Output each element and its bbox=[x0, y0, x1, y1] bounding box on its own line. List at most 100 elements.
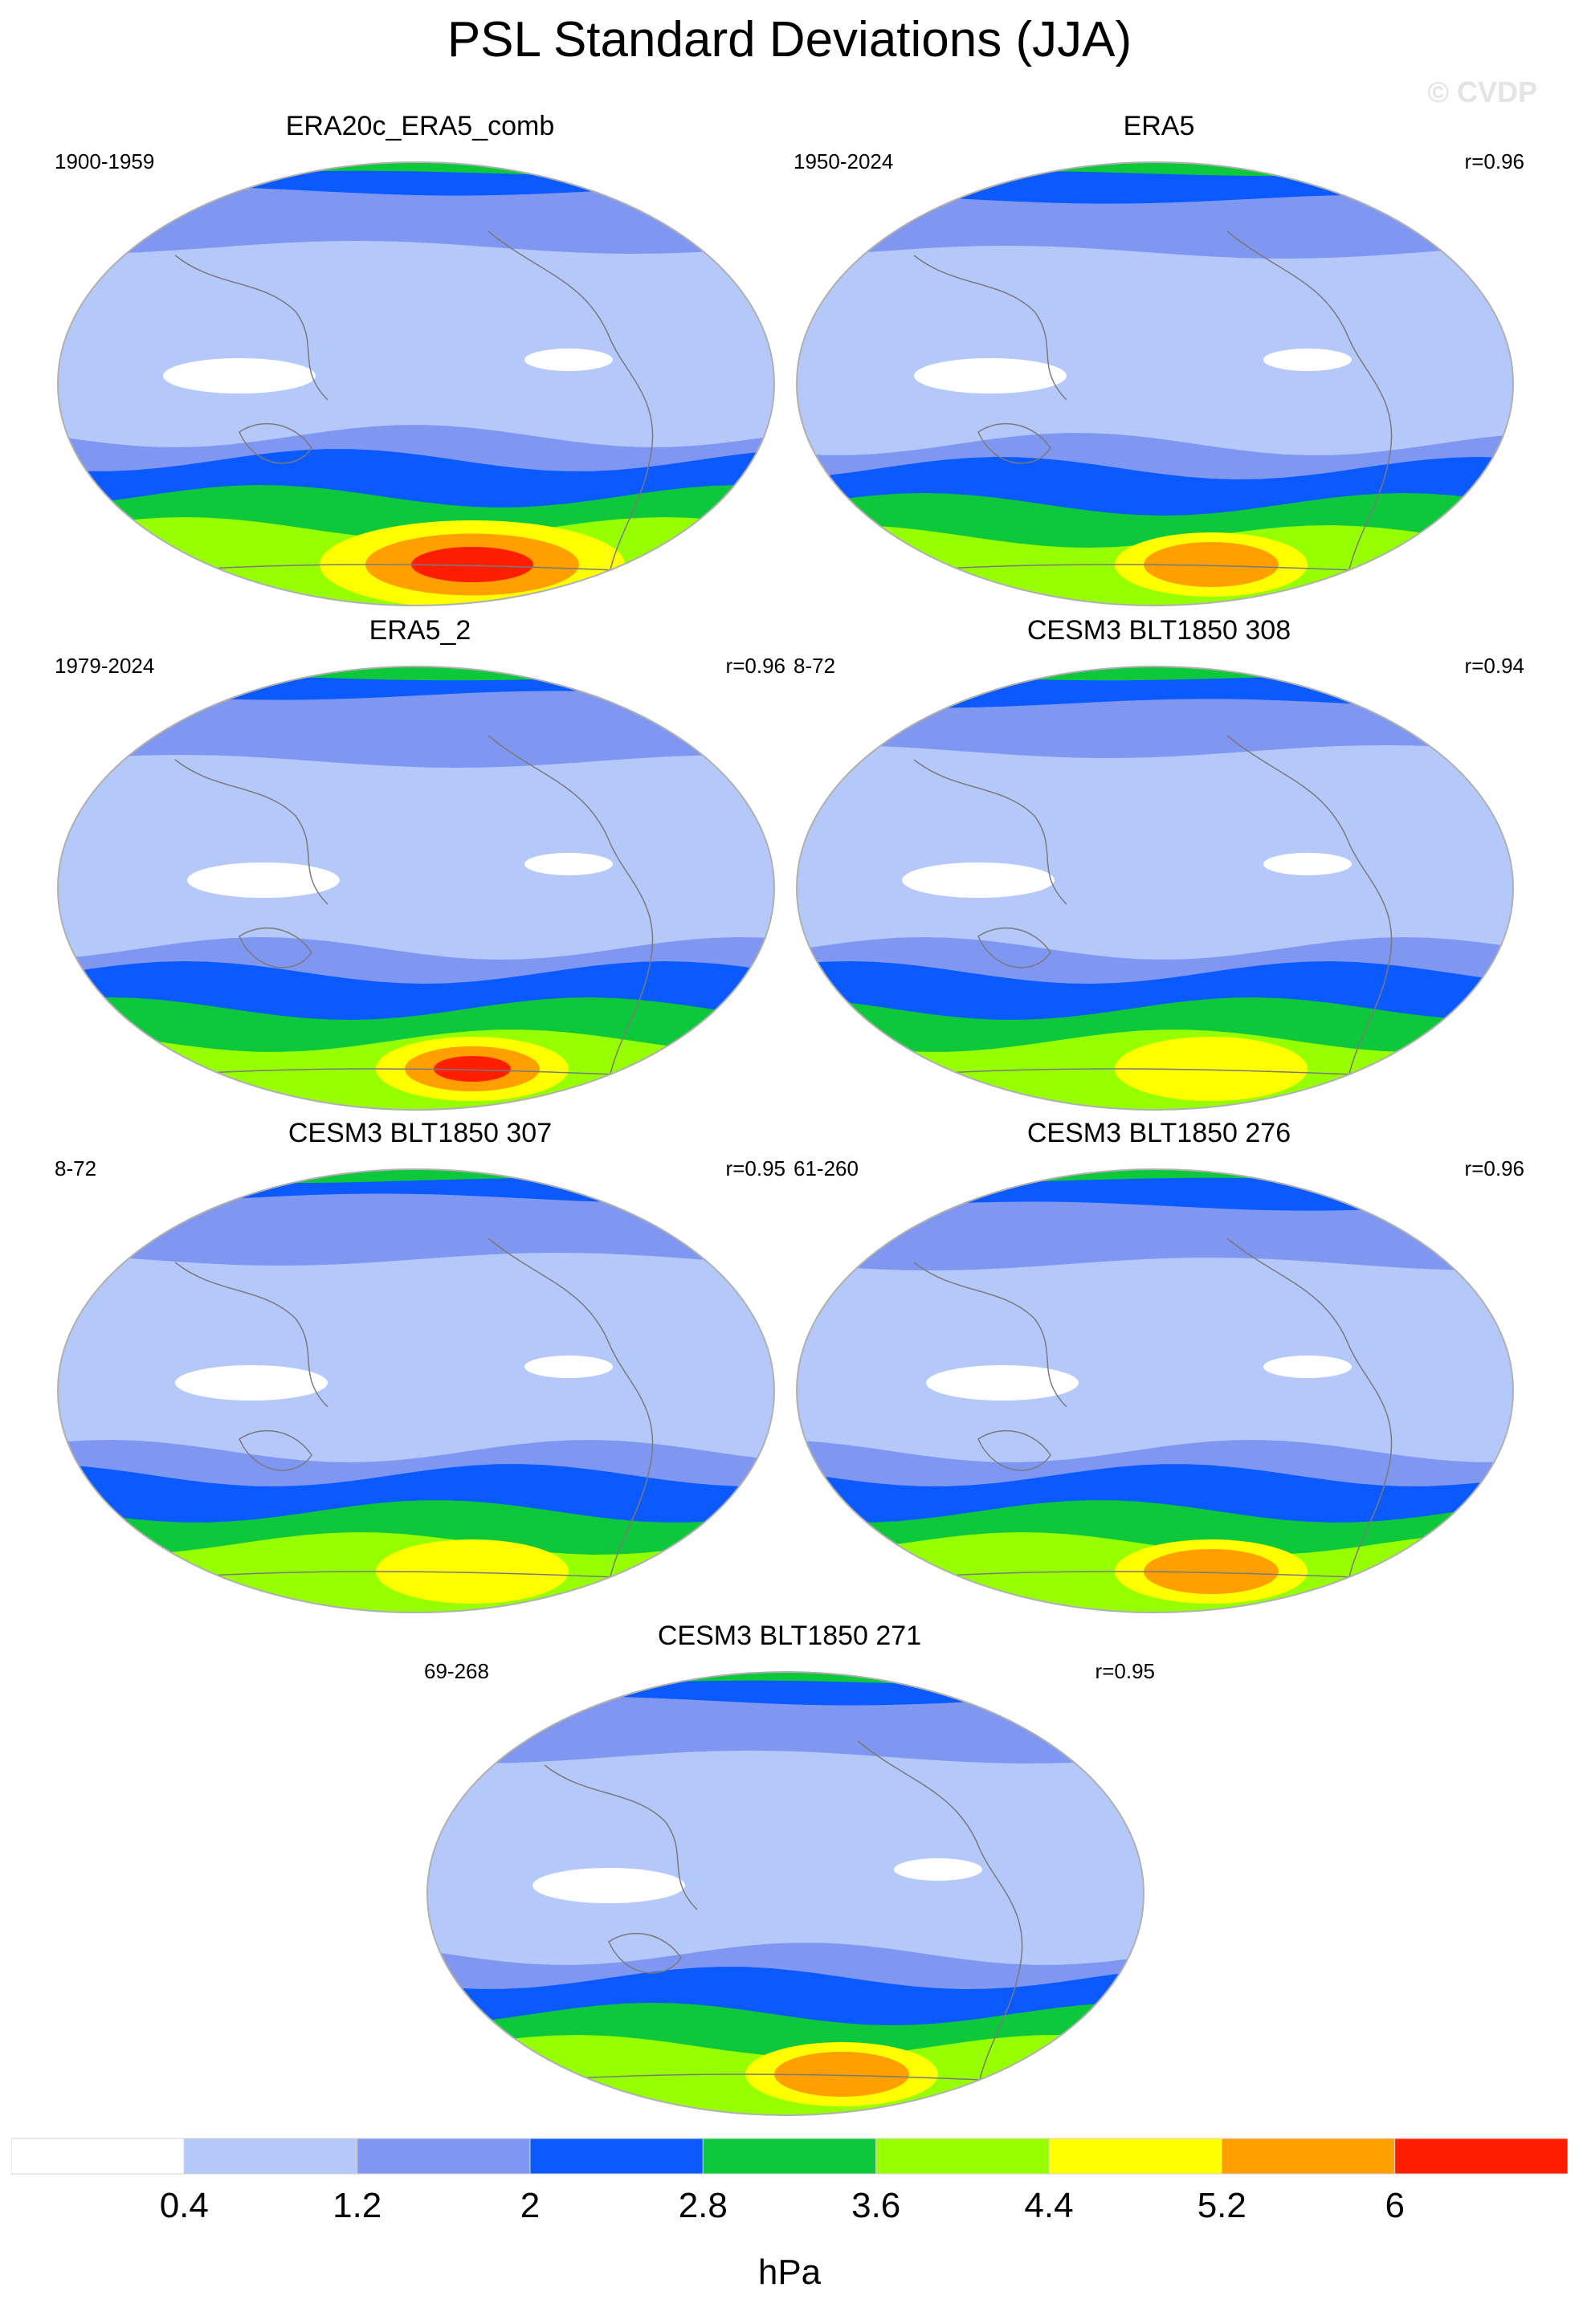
panel-period: 1950-2024 bbox=[794, 149, 894, 173]
americas-coastline bbox=[488, 735, 654, 1082]
panel-correlation: r=0.94 bbox=[1464, 654, 1524, 678]
peak-contour-level7 bbox=[774, 2052, 909, 2097]
panel-period: 1900-1959 bbox=[55, 149, 155, 173]
map-panel: CESM3 BLT1850 307 8-72 r=0.95 bbox=[55, 1118, 785, 1616]
globe-outline bbox=[796, 666, 1514, 1111]
panel-period: 69-268 bbox=[424, 1659, 489, 1683]
colorbar-tick-label: 2 bbox=[520, 2186, 541, 2225]
peak-contour-level6 bbox=[1115, 1037, 1308, 1101]
panel-correlation: r=0.96 bbox=[1464, 149, 1524, 173]
tropical-patch-level0 bbox=[163, 358, 316, 393]
asia-coastline bbox=[544, 1764, 698, 1910]
map-field bbox=[57, 666, 775, 1111]
map-field bbox=[57, 161, 775, 606]
panel-period: 1979-2024 bbox=[55, 654, 155, 678]
tropical-patch-level0 bbox=[532, 1868, 685, 1903]
colorbar bbox=[11, 2138, 1568, 2175]
map-panel: ERA5 1950-2024 r=0.96 bbox=[794, 111, 1524, 609]
australia-coastline bbox=[239, 422, 312, 464]
map-panel: ERA20c_ERA5_comb 1900-1959 bbox=[55, 111, 785, 609]
map-field bbox=[57, 1168, 775, 1613]
americas-coastline bbox=[1226, 230, 1393, 577]
panel-title: ERA5_2 bbox=[369, 615, 471, 646]
map-field bbox=[796, 1168, 1514, 1613]
colorbar-tick-label: 2.8 bbox=[678, 2186, 728, 2225]
colorbar-swatch bbox=[357, 2138, 531, 2175]
colorbar-swatch bbox=[875, 2138, 1050, 2175]
asia-coastline bbox=[174, 255, 328, 401]
colorbar-tick-label: 4.4 bbox=[1024, 2186, 1074, 2225]
colorbar-swatch bbox=[11, 2138, 185, 2175]
australia-coastline bbox=[239, 927, 312, 968]
map-panel: CESM3 BLT1850 276 61-260 r=0.96 bbox=[794, 1118, 1524, 1616]
colorbar-tick-label: 3.6 bbox=[851, 2186, 901, 2225]
colorbar-tick-label: 1.2 bbox=[333, 2186, 382, 2225]
peak-contour-level8 bbox=[411, 547, 533, 582]
panel-title: CESM3 BLT1850 307 bbox=[288, 1118, 553, 1148]
asia-coastline bbox=[913, 759, 1067, 905]
australia-coastline bbox=[608, 1932, 682, 1974]
peak-contour-level6 bbox=[376, 1539, 569, 1604]
australia-coastline bbox=[239, 1429, 312, 1471]
asia-coastline bbox=[174, 1262, 328, 1408]
panel-correlation: r=0.96 bbox=[725, 654, 785, 678]
cvdp-watermark: © CVDP bbox=[1427, 75, 1537, 108]
globe-outline bbox=[796, 1168, 1514, 1613]
tropical-patch-level0 bbox=[1263, 349, 1352, 371]
panel-title: CESM3 BLT1850 271 bbox=[657, 1621, 922, 1651]
tropical-patch-level0 bbox=[175, 1365, 328, 1401]
colorbar-unit: hPa bbox=[757, 2253, 822, 2292]
americas-coastline bbox=[488, 1237, 654, 1584]
panel-title: ERA20c_ERA5_comb bbox=[285, 111, 555, 141]
americas-coastline bbox=[1226, 1237, 1393, 1584]
peak-contour-level7 bbox=[1144, 542, 1279, 587]
colorbar-tick-label: 6 bbox=[1385, 2186, 1405, 2225]
map-panel: CESM3 BLT1850 271 69-268 r=0.95 bbox=[424, 1621, 1155, 2118]
map-field bbox=[796, 666, 1514, 1111]
peak-contour-level7 bbox=[1144, 1549, 1279, 1594]
asia-coastline bbox=[913, 255, 1067, 401]
globe-outline bbox=[57, 161, 775, 606]
panel-correlation: r=0.96 bbox=[1464, 1156, 1524, 1180]
map-field bbox=[426, 1671, 1144, 2116]
map-panel: CESM3 BLT1850 308 8-72 r=0.94 bbox=[794, 615, 1524, 1113]
tropical-patch-level0 bbox=[1263, 853, 1352, 875]
peak-contour-level8 bbox=[434, 1056, 511, 1082]
map-field bbox=[796, 161, 1514, 606]
australia-coastline bbox=[977, 422, 1051, 464]
tropical-patch-level0 bbox=[187, 862, 340, 898]
panel-title: CESM3 BLT1850 308 bbox=[1026, 615, 1291, 646]
tropical-patch-level0 bbox=[524, 1356, 613, 1378]
globe-outline bbox=[426, 1671, 1144, 2116]
map-panel: ERA5_2 1979-2024 r=0.96 bbox=[55, 615, 785, 1113]
panel-period: 8-72 bbox=[794, 654, 836, 678]
panel-title: ERA5 bbox=[1123, 111, 1195, 141]
colorbar-swatch bbox=[529, 2138, 704, 2175]
tropical-patch-level0 bbox=[902, 862, 1055, 898]
australia-coastline bbox=[977, 1429, 1051, 1471]
panel-correlation: r=0.95 bbox=[725, 1156, 785, 1180]
colorbar-tick-label: 5.2 bbox=[1197, 2186, 1246, 2225]
tropical-patch-level0 bbox=[926, 1365, 1079, 1401]
panel-title: CESM3 BLT1850 276 bbox=[1026, 1118, 1291, 1148]
tropical-patch-level0 bbox=[524, 349, 613, 371]
colorbar-swatch bbox=[183, 2138, 358, 2175]
colorbar-tick-label: 0.4 bbox=[159, 2186, 209, 2225]
americas-coastline bbox=[857, 1740, 1023, 2087]
tropical-patch-level0 bbox=[914, 358, 1067, 393]
figure-title: PSL Standard Deviations (JJA) bbox=[447, 12, 1132, 67]
colorbar-swatch bbox=[1394, 2138, 1568, 2175]
panel-period: 61-260 bbox=[794, 1156, 859, 1180]
panel-correlation: r=0.95 bbox=[1095, 1659, 1155, 1683]
asia-coastline bbox=[913, 1262, 1067, 1408]
globe-outline bbox=[57, 1168, 775, 1613]
globe-outline bbox=[796, 161, 1514, 606]
australia-coastline bbox=[977, 927, 1051, 968]
americas-coastline bbox=[488, 230, 654, 577]
colorbar-swatch bbox=[1048, 2138, 1222, 2175]
americas-coastline bbox=[1226, 735, 1393, 1082]
colorbar-labels: 0.4 1.2 2 2.8 3.6 4.4 5.2 6 bbox=[11, 2186, 1568, 2234]
tropical-patch-level0 bbox=[1263, 1356, 1352, 1378]
colorbar-swatch bbox=[1221, 2138, 1396, 2175]
